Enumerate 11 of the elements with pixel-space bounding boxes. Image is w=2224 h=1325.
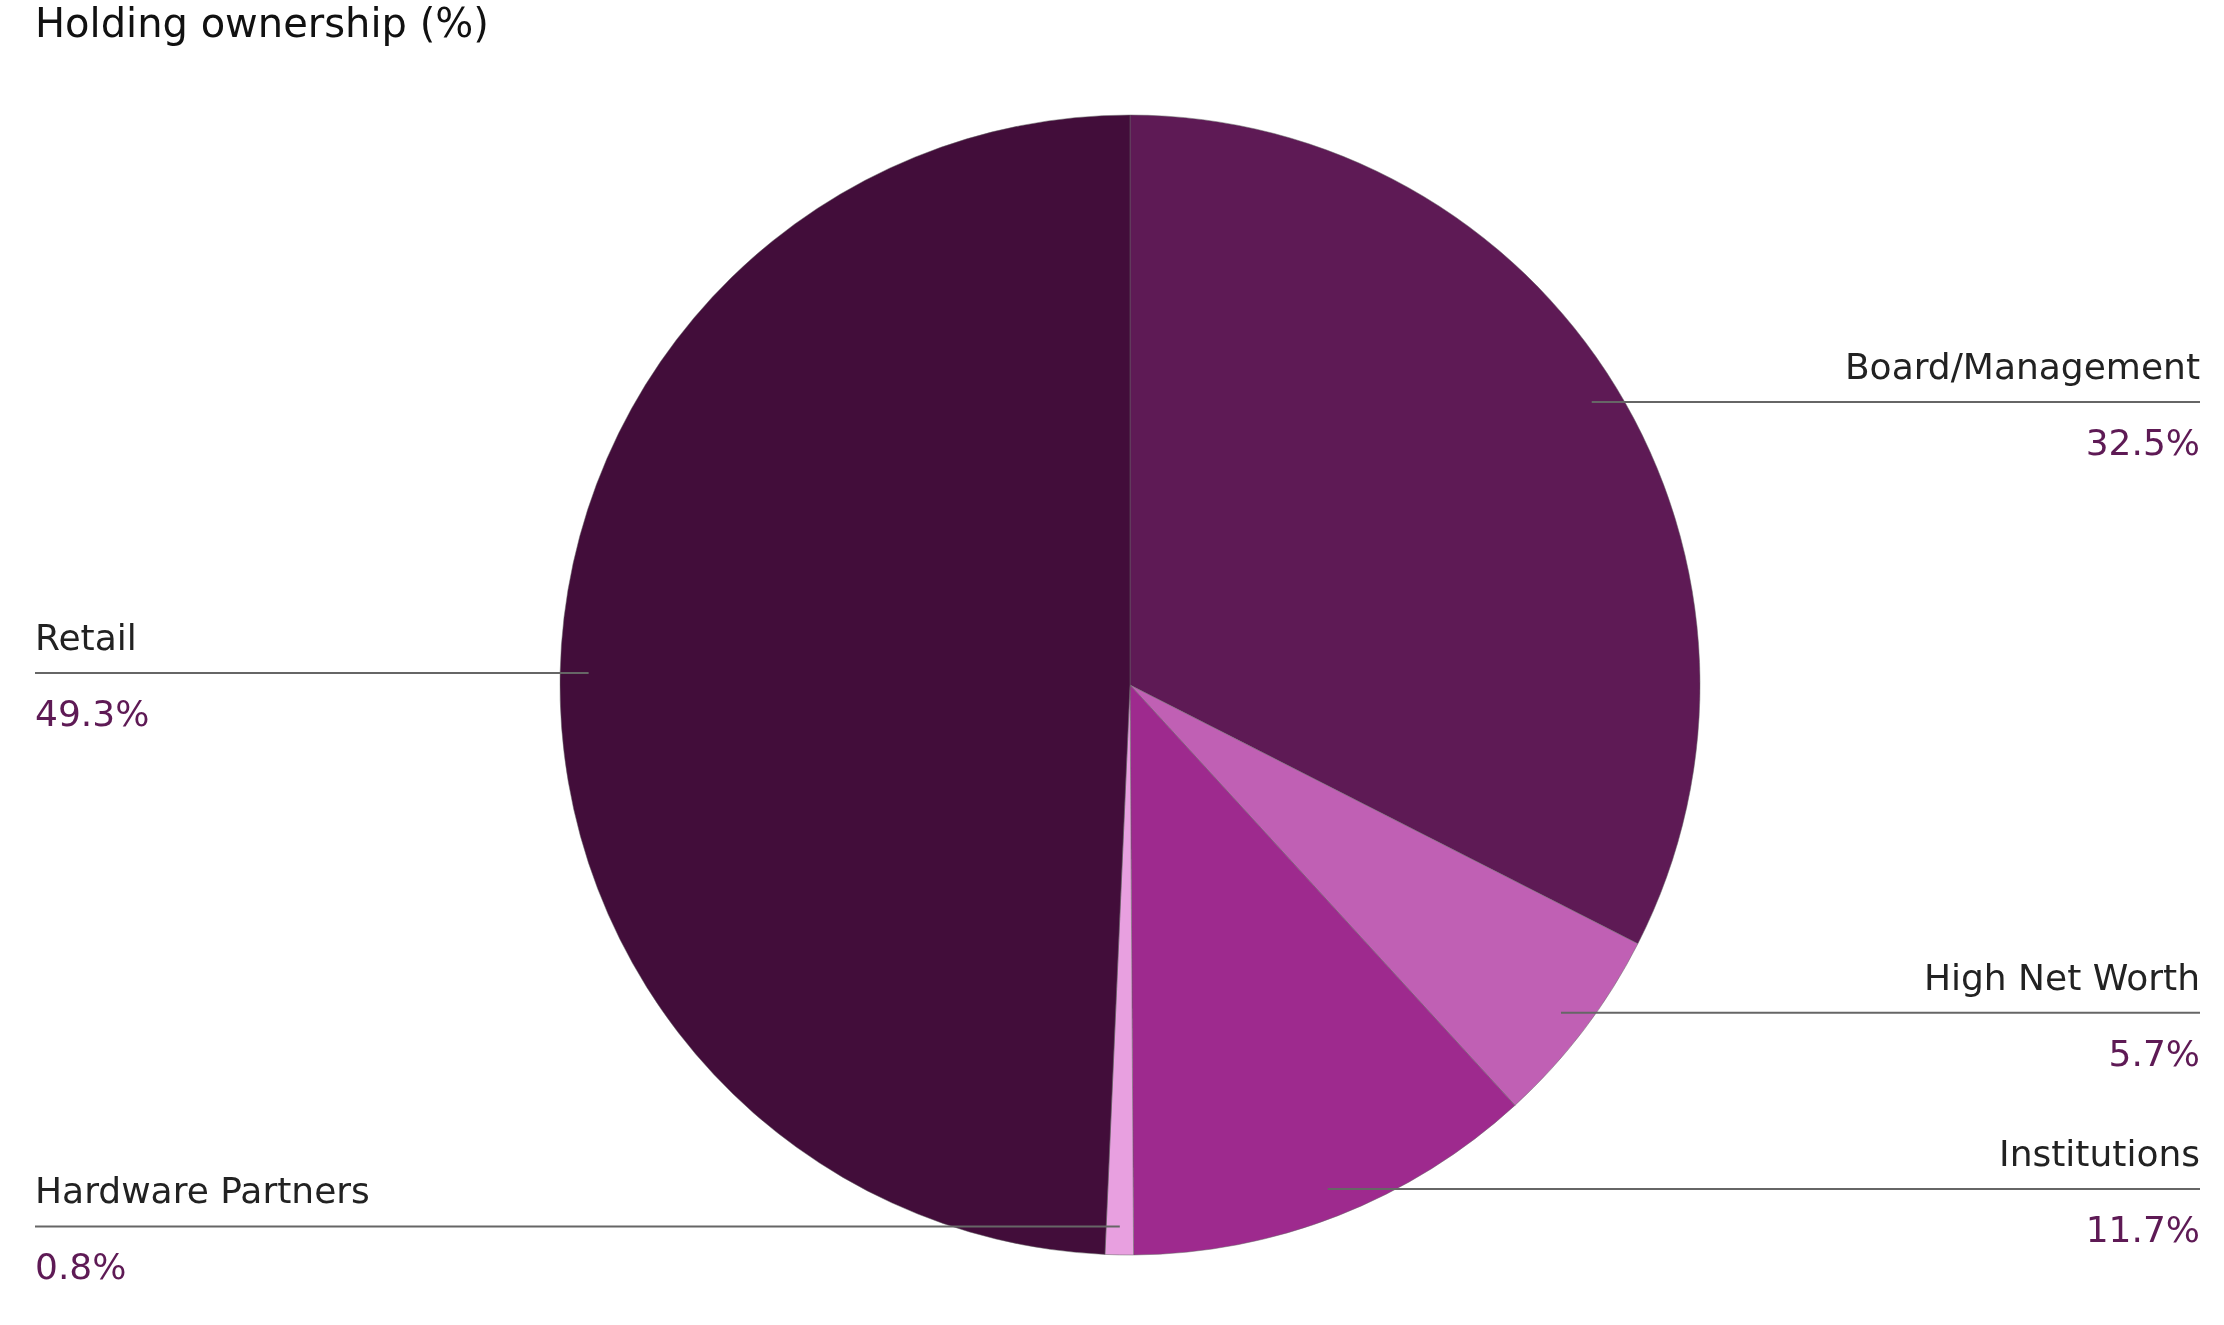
slice-label: Hardware Partners <box>35 1170 370 1212</box>
data-label: 5.7% <box>2108 1032 2200 1074</box>
slice-label: Board/Management <box>1844 346 2200 388</box>
data-label: 11.7% <box>2085 1209 2200 1251</box>
slice-label: Retail <box>35 617 137 659</box>
data-label: 49.3% <box>35 693 150 735</box>
slice-label: High Net Worth <box>1923 956 2200 998</box>
data-label: 32.5% <box>2085 422 2200 464</box>
slice-label: Institutions <box>1999 1133 2200 1175</box>
data-label: 0.8% <box>35 1246 127 1288</box>
chart-title: Holding ownership (%) <box>35 0 489 46</box>
